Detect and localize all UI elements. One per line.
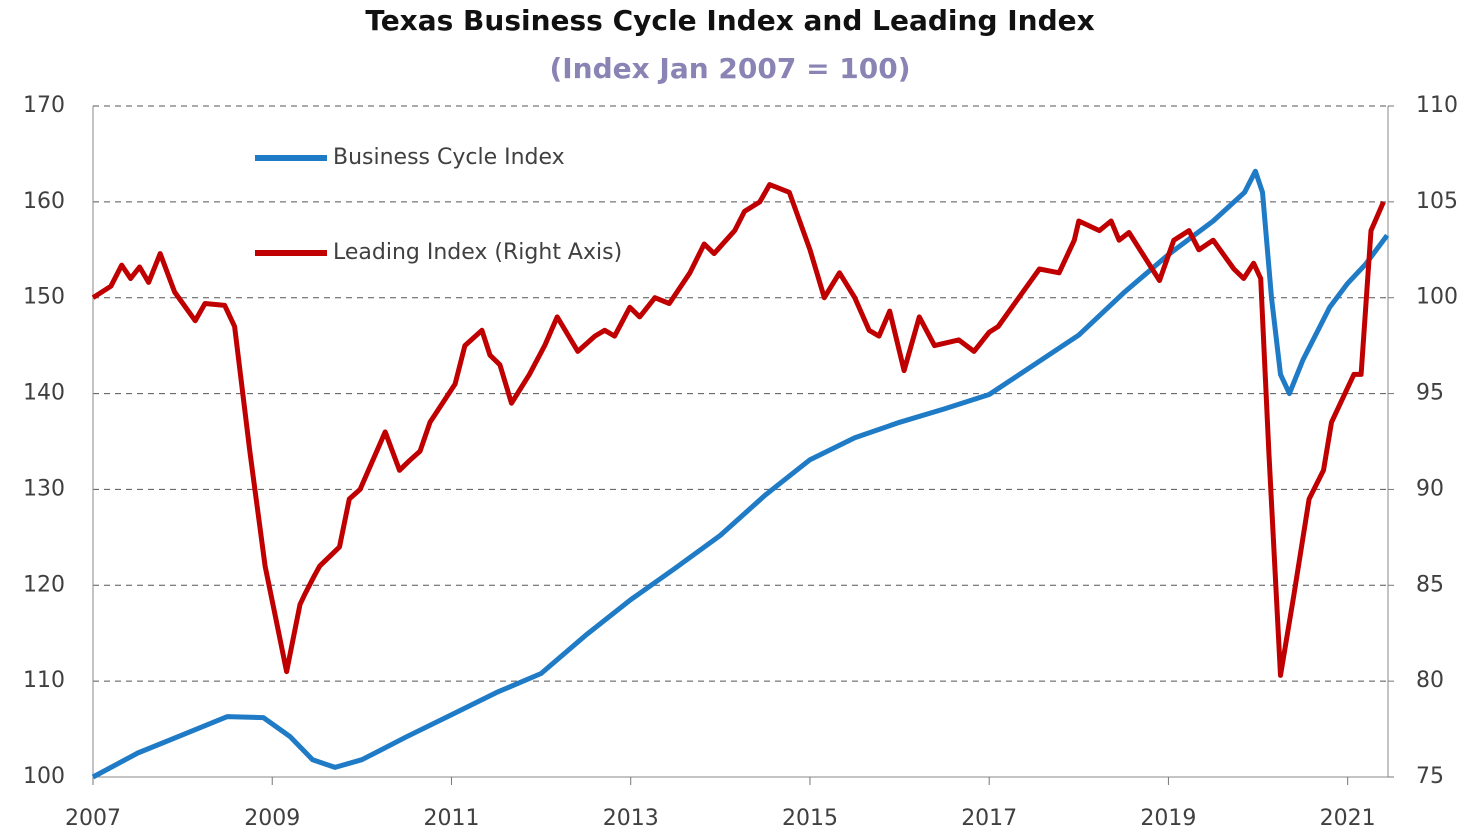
series-line [91,182,1386,678]
y2-tick-label: 110 [1416,93,1458,118]
y-tick-label: 150 [23,285,65,310]
y-tick-label: 170 [23,93,65,118]
series-line [91,168,1390,780]
legend-label: Leading Index (Right Axis) [333,240,622,265]
y-tick-label: 140 [23,381,65,406]
x-tick-label: 2019 [1140,806,1196,831]
y2-tick-label: 75 [1416,764,1444,789]
x-tick-label: 2011 [423,806,479,831]
y2-tick-label: 95 [1416,381,1444,406]
y2-tick-label: 100 [1416,285,1458,310]
y2-tick-label: 85 [1416,572,1444,597]
x-tick-label: 2013 [603,806,659,831]
x-tick-label: 2017 [961,806,1017,831]
chart-subtitle: (Index Jan 2007 = 100) [549,52,910,85]
y-tick-label: 100 [23,764,65,789]
legend-label: Business Cycle Index [333,145,565,170]
x-tick-label: 2021 [1320,806,1376,831]
chart-title: Texas Business Cycle Index and Leading I… [365,4,1094,37]
y-tick-label: 120 [23,572,65,597]
y-tick-label: 160 [23,189,65,214]
y2-tick-label: 80 [1416,668,1444,693]
x-tick-label: 2007 [65,806,121,831]
y-tick-label: 130 [23,476,65,501]
y2-tick-label: 90 [1416,476,1444,501]
y2-tick-label: 105 [1416,189,1458,214]
x-tick-label: 2015 [782,806,838,831]
y-tick-label: 110 [23,668,65,693]
x-tick-label: 2009 [244,806,300,831]
